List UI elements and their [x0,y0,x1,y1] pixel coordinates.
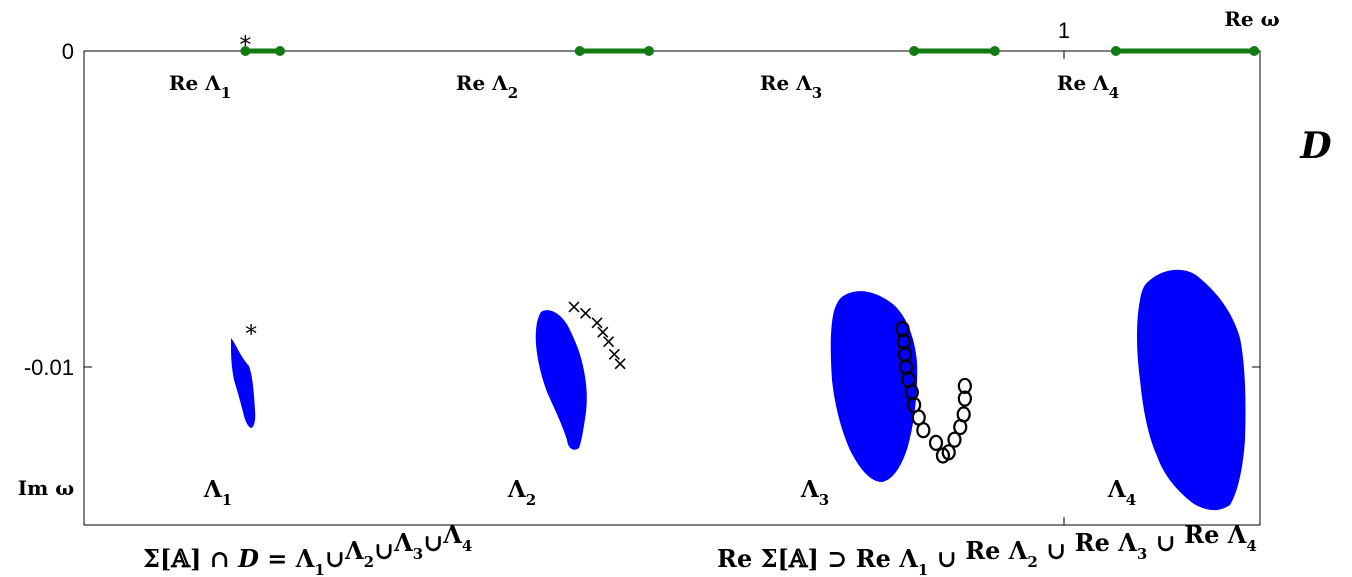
regions-layer [231,269,1246,511]
segment-endpoint [643,46,654,56]
y-tick-label: -0.01 [24,355,74,380]
cross-stroke [603,336,615,348]
x-tick-label: 1 [1058,18,1070,43]
segment-endpoint [909,46,920,56]
labels-layer: Re Λ1 Re Λ2 Re Λ3 Re Λ4 Λ1 Λ2 Λ3 Λ4 Re ω Im ω D [18,7,1332,509]
y-tick-label: 0 [62,39,74,64]
segments-layer [240,46,1260,56]
segment-endpoint [1110,46,1121,56]
cross-marker [579,307,592,319]
circle-marker [947,431,962,448]
region-lambda-1 [231,338,256,428]
segment-endpoint [240,46,251,56]
cross-stroke [614,358,626,370]
cross-marker [608,348,620,360]
cross-marker [568,301,580,313]
circle-marker [957,390,972,407]
cross-stroke [608,348,620,360]
region-lambda-4 [1137,269,1246,511]
segment-endpoint [1249,46,1260,56]
star-marker-axis: * [239,31,251,59]
markers-layer: ** [239,31,972,464]
cross-marker [614,358,626,370]
circle-marker [957,377,972,395]
circle-marker [916,422,931,439]
caption-layer: Σ[𝔸] ∩ D = Λ1∪Λ2∪Λ3∪Λ4 Re Σ[𝔸] ⊃ Re Λ1 ∪ … [143,520,1257,577]
circle-marker [941,444,956,461]
y-axis-label: Im ω [18,476,75,500]
segment-endpoint [275,46,285,56]
region-label-lambda-1: Λ1 [203,476,232,509]
circle-marker [928,434,944,451]
star-marker-region: * [245,320,257,348]
segment-label-re-lambda-2: Re Λ2 [456,71,518,102]
cross-marker [597,326,609,338]
region-lambda-3 [830,291,918,482]
segment-endpoint [574,46,585,56]
segment-endpoint [989,46,1000,56]
domain-label-D: D [1299,125,1331,167]
cross-stroke [568,301,580,313]
cross-stroke [597,326,609,338]
cross-stroke [579,307,592,319]
region-label-lambda-3: Λ3 [800,476,829,509]
circle-marker [895,320,910,338]
segment-label-re-lambda-4: Re Λ4 [1057,71,1119,102]
caption-left: Σ[𝔸] ∩ D = Λ1∪Λ2∪Λ3∪Λ4 [143,520,472,577]
circle-marker [956,406,971,423]
x-axis-label: Re ω [1224,7,1279,31]
cross-marker [603,336,615,348]
region-label-lambda-2: Λ2 [507,476,536,509]
segment-label-re-lambda-1: Re Λ1 [169,71,231,102]
caption-right: Re Σ[𝔸] ⊃ Re Λ1 ∪ Re Λ2 ∪ Re Λ3 ∪ Re Λ4 [717,520,1257,577]
region-lambda-2 [535,310,587,450]
circle-marker [896,333,911,350]
cross-stroke [591,317,603,329]
cross-marker [591,317,603,329]
region-label-lambda-4: Λ4 [1107,476,1136,509]
circle-marker [897,346,912,363]
segment-label-re-lambda-3: Re Λ3 [760,71,822,102]
plot-frame [83,50,1261,526]
